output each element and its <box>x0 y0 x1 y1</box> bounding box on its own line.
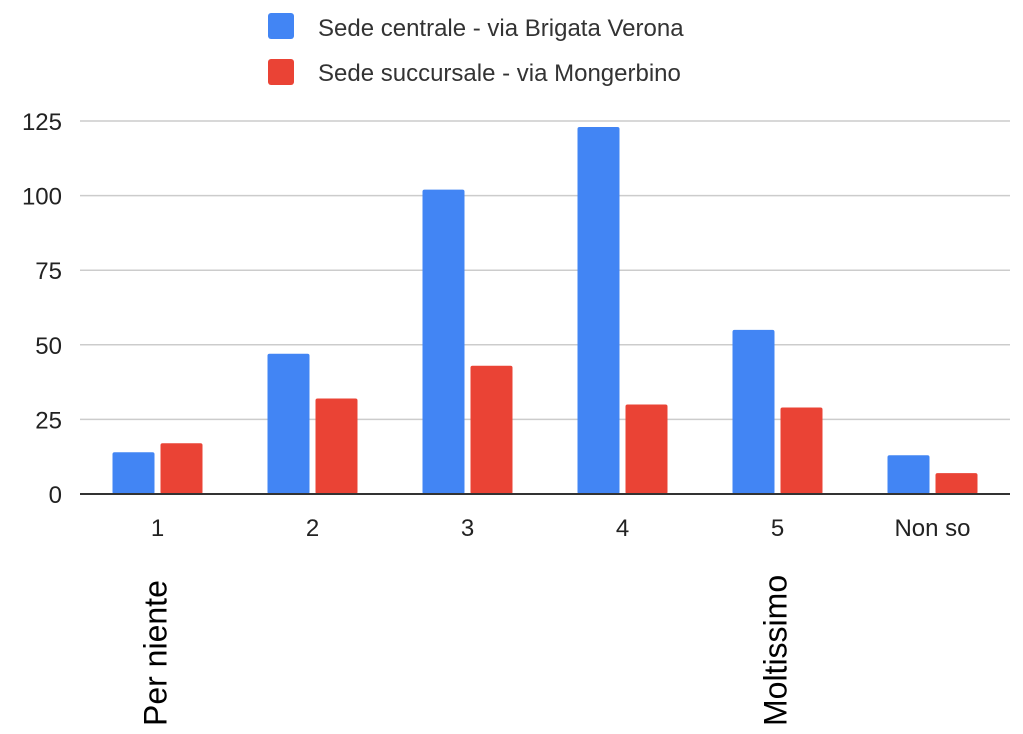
bar-series-1-cat-2 <box>267 353 310 494</box>
y-tick-label: 0 <box>49 482 62 509</box>
bar-series-2-cat-4 <box>625 404 668 494</box>
legend-label-series-1: Sede centrale - via Brigata Verona <box>318 15 684 42</box>
bar-series-2-cat-5 <box>780 407 823 494</box>
y-tick-label: 100 <box>22 184 62 211</box>
category-annotations: Per niente Moltissimo <box>138 575 794 726</box>
x-tick-label: 4 <box>616 515 629 542</box>
bars <box>112 126 978 494</box>
x-tick-label: 2 <box>306 515 319 542</box>
x-tick-label: 3 <box>461 515 474 542</box>
x-tick-label: 1 <box>151 515 164 542</box>
y-tick-label: 25 <box>35 407 62 434</box>
y-tick-label: 75 <box>35 258 62 285</box>
y-tick-label: 50 <box>35 333 62 360</box>
bar-series-1-cat-6 <box>887 455 930 494</box>
gridlines <box>80 120 1010 421</box>
legend: Sede centrale - via Brigata Verona Sede … <box>268 13 684 87</box>
category-annotation: Per niente <box>138 580 174 726</box>
bar-series-2-cat-6 <box>935 473 978 494</box>
bar-series-2-cat-3 <box>470 365 513 494</box>
legend-label-series-2: Sede succursale - via Mongerbino <box>318 60 681 87</box>
legend-swatch-series-2 <box>268 59 294 85</box>
x-tick-label: Non so <box>894 515 970 542</box>
category-annotation: Moltissimo <box>758 575 794 726</box>
x-tick-label: 5 <box>771 515 784 542</box>
y-tick-label: 125 <box>22 109 62 136</box>
y-axis-tick-labels: 0 25 50 75 100 125 <box>22 109 62 509</box>
x-axis-tick-labels: 1 2 3 4 5 Non so <box>151 515 971 542</box>
bar-series-1-cat-1 <box>112 452 155 494</box>
bar-series-1-cat-5 <box>732 329 775 494</box>
bar-series-1-cat-4 <box>577 126 620 494</box>
legend-swatch-series-1 <box>268 13 294 39</box>
bar-series-1-cat-3 <box>422 189 465 494</box>
bar-series-2-cat-1 <box>160 443 203 494</box>
bar-series-2-cat-2 <box>315 398 358 494</box>
